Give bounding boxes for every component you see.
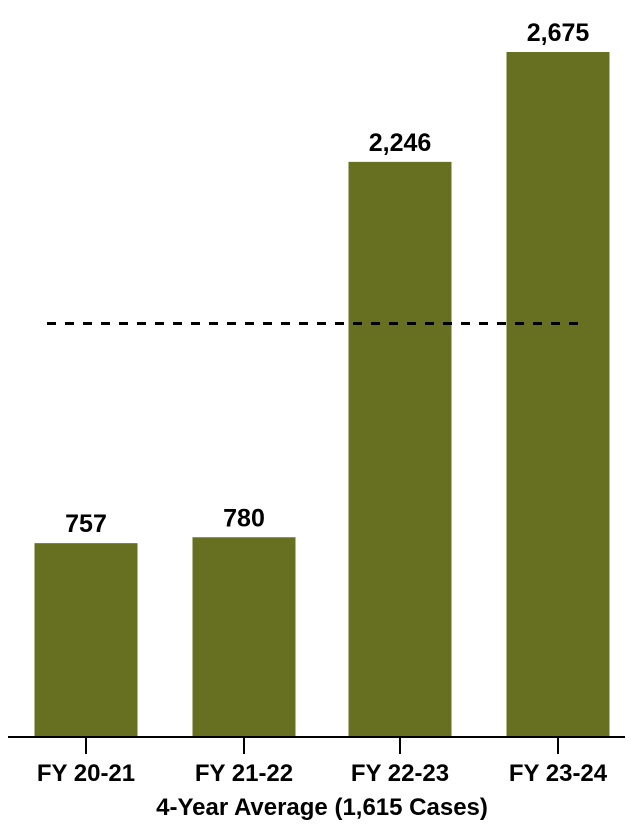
bar-value-label: 757 <box>65 510 107 538</box>
x-tick-label: FY 20-21 <box>37 760 135 787</box>
bar-value-labels: 757 780 2,246 2,675 <box>65 19 589 538</box>
bar-fy-20-21 <box>34 543 138 737</box>
x-axis-caption: 4-Year Average (1,615 Cases) <box>156 794 488 821</box>
x-tick-label: FY 23-24 <box>509 760 608 787</box>
x-tick-labels: FY 20-21 FY 21-22 FY 22-23 FY 23-24 <box>37 760 608 787</box>
bar-fy-22-23 <box>348 161 452 737</box>
x-tick-label: FY 22-23 <box>351 760 449 787</box>
bar-value-label: 2,246 <box>369 129 432 157</box>
x-tick-label: FY 21-22 <box>195 760 293 787</box>
bar-fy-21-22 <box>192 537 296 737</box>
bar-value-label: 2,675 <box>527 19 590 47</box>
x-axis-ticks <box>85 737 559 754</box>
bars-group <box>34 52 610 738</box>
bar-value-label: 780 <box>223 504 265 532</box>
bar-fy-23-24 <box>506 52 610 738</box>
